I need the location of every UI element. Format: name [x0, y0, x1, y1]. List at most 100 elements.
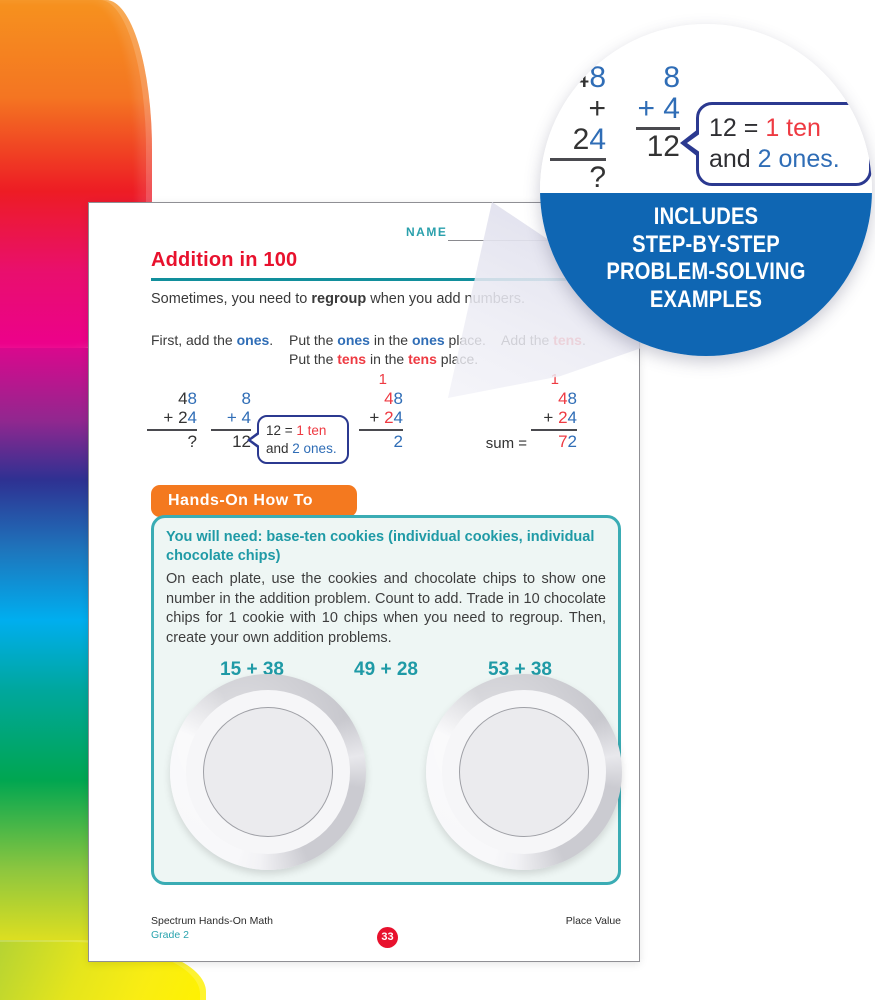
- footer-section: Place Value: [565, 915, 621, 927]
- wp3-4: 4: [384, 389, 394, 408]
- worked-problem-1: 48 + 24 ?: [147, 389, 197, 451]
- intro-c: when you add numbers.: [366, 291, 525, 307]
- title-rule: [151, 278, 609, 281]
- callout-banner-text: INCLUDES STEP-BY-STEP PROBLEM-SOLVING EX…: [540, 203, 872, 313]
- wp1-add4: 4: [187, 408, 197, 427]
- bubble-and: and: [266, 440, 293, 456]
- bp2-top: 8: [663, 61, 680, 94]
- wp3-8: 8: [393, 389, 403, 408]
- plate-right: [426, 674, 622, 870]
- s2l2-tens2: tens: [408, 350, 437, 367]
- step-1-ones: ones: [236, 332, 270, 348]
- intro-a: Sometimes, you need to: [151, 291, 312, 307]
- s2l1-ones2: ones: [411, 332, 445, 348]
- wp1-8: 8: [187, 389, 197, 408]
- bp1-a4: 4: [589, 123, 606, 156]
- banner-line-4: EXAMPLES: [649, 285, 763, 313]
- plate-left: [170, 674, 366, 870]
- step-2-line-2: Put the tens in the tens place.: [289, 350, 486, 369]
- wp1-plus2: + 2: [163, 408, 188, 427]
- wp4-top: 48: [531, 389, 577, 408]
- worked-problem-3: 1 48 + 24 2: [359, 371, 403, 451]
- bubble-1ten: 1 ten: [296, 423, 327, 438]
- callout-circle-face: 48 + 24 ? 8 + 4 12 12 = 1 ten and 2 ones…: [540, 24, 872, 356]
- bp1-top: 48: [550, 62, 606, 93]
- wp1-add: + 24: [147, 408, 197, 427]
- bp1-4: 4: [572, 61, 590, 94]
- bp2-add: + 4: [637, 92, 680, 125]
- wp4-add: + 24: [531, 408, 577, 427]
- badge-speech-bubble: 12 = 1 ten and 2 ones.: [680, 102, 872, 186]
- practice-problem-2: 49 + 28: [354, 659, 418, 680]
- worked-problem-4: 1 48 + 24 sum = 72: [486, 371, 577, 452]
- wp3-plus: +: [369, 408, 385, 427]
- bp1-result: ?: [550, 158, 606, 193]
- wp2-result: 12: [211, 429, 251, 451]
- materials-text: You will need: base-ten cookies (individ…: [166, 529, 595, 564]
- hands-on-tab: Hands-On How To: [151, 485, 357, 517]
- wp3-top: 48: [359, 389, 403, 408]
- badge-bubble-and: and: [709, 145, 758, 173]
- speech-bubble-tail-fill: [251, 433, 261, 447]
- badge-bubble-line-1: 12 = 1 ten: [709, 113, 859, 144]
- intro-regroup: regroup: [311, 291, 367, 307]
- step-2: Put the ones in the ones place. Put the …: [289, 331, 486, 368]
- s2l1-ones1: ones: [337, 332, 370, 348]
- badge-bubble-tail-fill: [687, 133, 701, 153]
- wp4-result-row: sum = 72: [486, 429, 577, 452]
- speech-bubble: 12 = 1 ten and 2 ones.: [247, 415, 349, 464]
- wp1-result: ?: [147, 429, 197, 451]
- wp4-8: 8: [567, 389, 577, 408]
- wp3-result: 2: [359, 429, 403, 451]
- page-number-badge: 33: [377, 927, 398, 948]
- wp1-top: 48: [147, 389, 197, 408]
- badge-problem-2: 8 + 4 12: [636, 62, 680, 162]
- footer-series: Spectrum Hands-On Math: [151, 915, 273, 927]
- step-2-line-1: Put the ones in the ones place.: [289, 331, 486, 350]
- s2l2-c: in the: [366, 350, 409, 367]
- plate-right-inner: [459, 707, 589, 837]
- wp4-4: 4: [558, 389, 568, 408]
- activity-box: You will need: base-ten cookies (individ…: [151, 515, 622, 885]
- bp1-add: + 24: [550, 93, 606, 155]
- wp1-4: 4: [178, 389, 188, 408]
- badge-bubble-2ones: 2 ones.: [757, 145, 840, 173]
- bp1-plus2: + 2: [572, 92, 606, 156]
- wp4-plus: +: [543, 408, 559, 427]
- wp3-a4: 4: [393, 408, 403, 427]
- s2l2-a: Put the: [289, 350, 338, 367]
- bubble-12eq: 12 =: [266, 423, 297, 438]
- step-1-dot: .: [269, 332, 274, 348]
- s2l1-a: Put the: [289, 332, 338, 348]
- step-1-text: First, add the: [151, 332, 237, 348]
- intro-text: Sometimes, you need to regroup when you …: [151, 291, 525, 307]
- instructions-text: On each plate, use the cookies and choco…: [166, 571, 606, 646]
- bp2-result: 12: [636, 127, 680, 162]
- s2l1-c: in the: [369, 332, 412, 348]
- banner-line-3: PROBLEM-SOLVING: [606, 258, 806, 285]
- wp4-7: 7: [558, 432, 568, 451]
- badge-problem-1: 48 + 24 ?: [550, 62, 606, 193]
- wp2-top: 8: [241, 389, 251, 408]
- banner-line-2: STEP-BY-STEP: [632, 230, 780, 258]
- plate-left-inner: [203, 707, 333, 837]
- wp4-a4: 4: [567, 408, 577, 427]
- bubble-line-2: and 2 ones.: [266, 440, 340, 458]
- s2l2-tens1: tens: [337, 350, 367, 367]
- wp3-carry: 1: [378, 371, 387, 388]
- wp4-2: 2: [558, 408, 568, 427]
- bubble-line-1: 12 = 1 ten: [266, 422, 340, 440]
- bubble-2ones: 2 ones.: [292, 440, 337, 456]
- wp3-2: 2: [384, 408, 394, 427]
- wp4-r2: 2: [567, 432, 577, 451]
- bp1-8: 8: [589, 61, 606, 94]
- name-label: NAME: [406, 225, 448, 239]
- callout-circle: 48 + 24 ? 8 + 4 12 12 = 1 ten and 2 ones…: [540, 24, 872, 356]
- wp4-carry: 1: [550, 371, 559, 388]
- footer-grade: Grade 2: [151, 929, 189, 941]
- worked-problem-2: 8 + 4 12: [211, 389, 251, 451]
- badge-bubble-12eq: 12 =: [709, 114, 766, 142]
- wp2-add: + 4: [226, 408, 251, 427]
- banner-line-1: INCLUDES: [653, 203, 759, 230]
